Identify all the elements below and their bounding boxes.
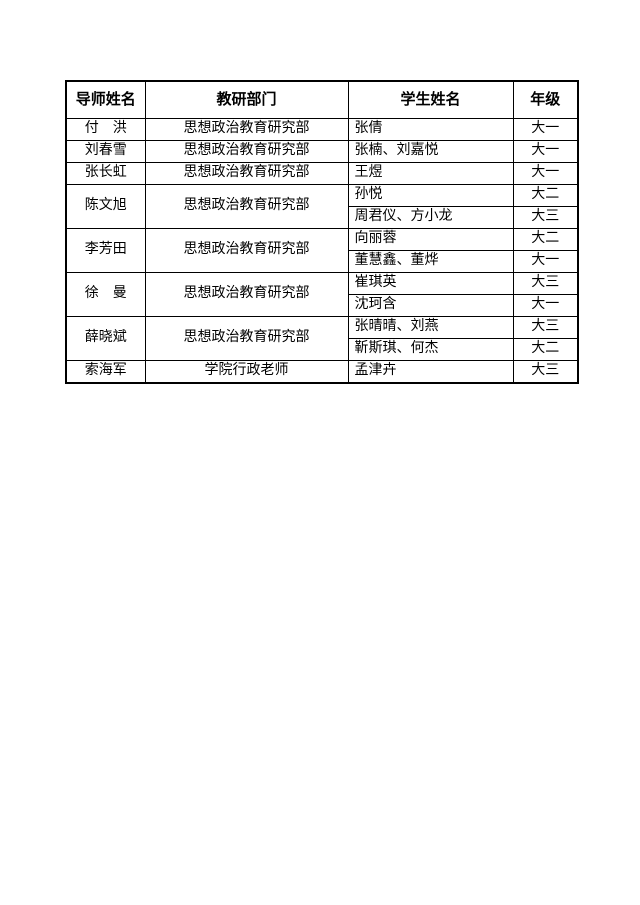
grade-cell: 大一 [512, 162, 579, 185]
table-row: 张长虹 思想政治教育研究部 王煜 大一 [65, 162, 579, 185]
col-header-grade: 年级 [512, 80, 579, 119]
student-name-cell: 张晴晴、刘燕 [347, 316, 514, 339]
tutor-name-cell: 索海军 [65, 360, 146, 384]
table-row: 徐 曼思想政治教育研究部 崔琪英 大三 [65, 272, 579, 317]
col-header-tutor-name: 导师姓名 [65, 80, 146, 119]
department-cell: 学院行政老师 [144, 360, 349, 384]
tutor-name-cell: 陈文旭 [65, 184, 146, 229]
tutor-student-table: 导师姓名 教研部门 学生姓名 年级 付 洪思想政治教育研究部 张倩 大一 刘春雪 思想政… [65, 80, 579, 384]
col-header-student-name: 学生姓名 [347, 80, 514, 119]
grade-cell: 大二 [512, 184, 579, 207]
department-cell: 思想政治教育研究部 [144, 272, 349, 317]
grade-cell: 大二 [512, 338, 579, 361]
student-name-cell: 张倩 [347, 118, 514, 141]
student-name-cell: 董慧鑫、董烨 [347, 250, 514, 273]
department-cell: 思想政治教育研究部 [144, 184, 349, 229]
student-name-cell: 孟津卉 [347, 360, 514, 384]
grade-cell: 大一 [512, 250, 579, 273]
header-row: 导师姓名 教研部门 学生姓名 年级 [65, 80, 579, 119]
tutor-name-cell: 付 洪 [65, 118, 146, 141]
student-name-cell: 张楠、刘嘉悦 [347, 140, 514, 163]
department-cell: 思想政治教育研究部 [144, 140, 349, 163]
student-name-cell: 靳斯琪、何杰 [347, 338, 514, 361]
col-header-department: 教研部门 [144, 80, 349, 119]
table-row: 李芳田 思想政治教育研究部 向丽蓉 大二 [65, 228, 579, 273]
tutor-name-cell: 刘春雪 [65, 140, 146, 163]
tutor-name-cell: 徐 曼 [65, 272, 146, 317]
tutor-name-cell: 李芳田 [65, 228, 146, 273]
grade-cell: 大一 [512, 294, 579, 317]
table-row: 索海军 学院行政老师 孟津卉 大三 [65, 360, 579, 384]
student-name-cell: 孙悦 [347, 184, 514, 207]
grade-cell: 大一 [512, 118, 579, 141]
student-name-cell: 崔琪英 [347, 272, 514, 295]
tutor-name-cell: 薛晓斌 [65, 316, 146, 361]
table-row: 靳斯琪、何杰 大二 [66, 338, 579, 361]
table-row: 陈文旭 思想政治教育研究部 孙悦 大二 [65, 184, 579, 229]
grade-cell: 大三 [512, 316, 579, 339]
department-cell: 思想政治教育研究部 [144, 118, 349, 141]
department-cell: 思想政治教育研究部 [144, 316, 349, 361]
table-row: 刘春雪 思想政治教育研究部 张楠、刘嘉悦 大一 [65, 140, 579, 163]
table-row: 付 洪思想政治教育研究部 张倩 大一 [65, 118, 579, 141]
table-row: 周君仪、方小龙 大三 [66, 206, 579, 229]
department-cell: 思想政治教育研究部 [144, 162, 349, 185]
grade-cell: 大三 [512, 360, 579, 384]
grade-cell: 大二 [512, 228, 579, 251]
student-name-cell: 沈珂含 [347, 294, 514, 317]
student-name-cell: 王煜 [347, 162, 514, 185]
tutor-name-cell: 张长虹 [65, 162, 146, 185]
department-cell: 思想政治教育研究部 [144, 228, 349, 273]
grade-cell: 大三 [512, 272, 579, 295]
grade-cell: 大三 [512, 206, 579, 229]
student-name-cell: 向丽蓉 [347, 228, 514, 251]
table-row: 薛晓斌 思想政治教育研究部 张晴晴、刘燕 大三 [65, 316, 579, 361]
student-name-cell: 周君仪、方小龙 [347, 206, 514, 229]
grade-cell: 大一 [512, 140, 579, 163]
table-row: 沈珂含 大一 [66, 294, 579, 317]
